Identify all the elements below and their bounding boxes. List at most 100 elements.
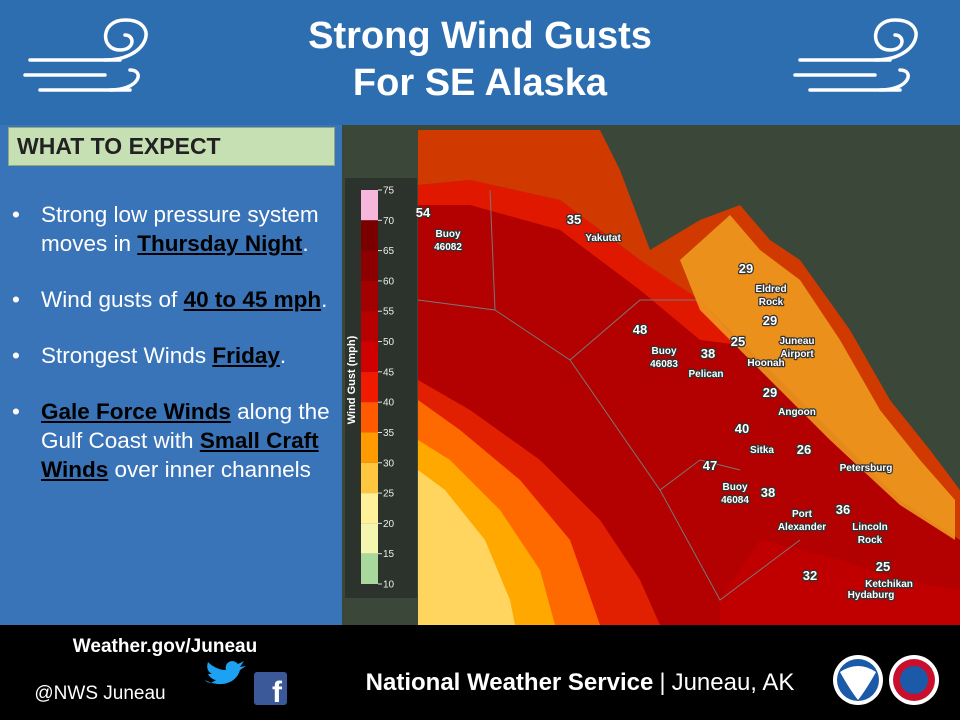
place-name: Hoonah — [747, 358, 784, 369]
bullet: Strongest Winds Friday. — [10, 341, 335, 370]
gust-value: 38 — [701, 346, 715, 361]
place-name: Airport — [780, 349, 814, 360]
gust-value: 47 — [703, 458, 717, 473]
gust-value: 29 — [739, 261, 753, 276]
agency-logos — [833, 655, 939, 705]
facebook-glyph: f — [272, 676, 283, 709]
legend-tick-label: 50 — [383, 337, 395, 348]
map-ocean — [417, 180, 960, 625]
place-name: Buoy — [723, 482, 748, 493]
place-name: Petersburg — [840, 463, 893, 474]
bullet: Strong low pressure system moves in Thur… — [10, 200, 335, 258]
nws-logo-inner — [900, 666, 928, 694]
place-name: Sitka — [750, 445, 774, 456]
legend-band — [361, 341, 378, 372]
footer-bg — [0, 625, 960, 720]
bullet-text: . — [302, 231, 309, 256]
emphasis: Small Craft Winds — [41, 428, 319, 482]
place-name: Rock — [759, 297, 784, 308]
legend-tick-label: 10 — [383, 580, 395, 591]
office: Juneau, AK — [672, 669, 795, 696]
legend-tick-label: 15 — [383, 549, 395, 560]
place-name: Ketchikan — [865, 579, 913, 590]
bullet-text: along the Gulf Coast with — [41, 399, 330, 453]
legend-band — [361, 553, 378, 584]
legend-tick-label: 35 — [383, 428, 395, 439]
emphasis: 40 to 45 mph — [183, 287, 322, 312]
gust-value: 38 — [761, 485, 775, 500]
bullet-text: . — [321, 287, 328, 312]
place-name: Lincoln — [852, 522, 888, 533]
map-coast — [418, 130, 960, 540]
place-name: 46084 — [721, 495, 749, 506]
map-labels: 54Buoy4608235Yakutat29EldredRock29Juneau… — [415, 204, 915, 603]
legend-band — [361, 190, 378, 221]
gust-value: 26 — [797, 442, 811, 457]
gust-value: 25 — [876, 559, 890, 574]
place-name: Hydaburg — [848, 590, 895, 601]
place-name: Juneau — [779, 336, 814, 347]
legend-tick-label: 70 — [383, 216, 395, 227]
title-line: Strong Wind Gusts — [308, 15, 652, 57]
gust-value: 29 — [763, 313, 777, 328]
gust-value: 48 — [633, 322, 647, 337]
legend-tick-label: 25 — [383, 489, 395, 500]
place-name: Buoy — [652, 346, 677, 357]
place-name: Angoon — [778, 407, 816, 418]
legend-label: Wind Gust (mph) — [346, 335, 358, 424]
gust-value: 40 — [735, 421, 749, 436]
website[interactable]: Weather.gov/Juneau — [73, 636, 257, 657]
bullet-text: Wind gusts of — [41, 287, 184, 312]
gust-value: 29 — [763, 385, 777, 400]
handle[interactable]: @NWS Juneau — [34, 683, 165, 704]
legend-tick-label: 20 — [383, 519, 395, 530]
bullet: Wind gusts of 40 to 45 mph. — [10, 285, 335, 314]
legend-band — [361, 371, 378, 403]
bullet-text: Strong low pressure system moves in — [41, 202, 319, 256]
legend-band — [361, 280, 378, 312]
place-name: 46083 — [650, 359, 678, 370]
legend-tick-label: 45 — [383, 367, 395, 378]
bullet-text: over inner channels — [108, 457, 311, 482]
bullet: Gale Force Winds along the Gulf Coast wi… — [10, 397, 335, 484]
twitter-icon[interactable] — [205, 661, 246, 685]
gust-value: 54 — [416, 205, 431, 220]
social-icons: f — [205, 661, 287, 709]
place-name: Yakutat — [585, 233, 621, 244]
legend-band — [361, 250, 378, 281]
emphasis: Friday — [212, 343, 280, 368]
place-name: Alexander — [778, 522, 826, 533]
legend-band — [361, 402, 378, 433]
place-name: Eldred — [755, 284, 786, 295]
header-bg — [0, 0, 960, 125]
agency: National Weather Service — [366, 669, 654, 696]
legend: 75 70 65 60 55 50 45 40 35 30 25 20 15 10 Wind Gust (m… — [345, 178, 417, 598]
legend-band — [361, 432, 378, 463]
legend-tick-label: 65 — [383, 246, 395, 257]
legend-tick-label: 60 — [383, 276, 395, 287]
gust-value: 25 — [731, 334, 745, 349]
place-name: Buoy — [436, 229, 461, 240]
bullet-list: Strong low pressure system moves in Thur… — [10, 200, 335, 511]
place-name: Port — [792, 509, 813, 520]
legend-band — [361, 523, 378, 554]
bullet-text: . — [279, 343, 287, 368]
legend-tick-label: 30 — [383, 458, 395, 469]
emphasis: Gale Force Winds — [41, 399, 231, 424]
legend-band — [361, 493, 378, 524]
gust-value: 36 — [836, 502, 850, 517]
facebook-icon[interactable] — [254, 672, 287, 705]
place-name: Rock — [858, 535, 883, 546]
emphasis: Thursday Night — [137, 231, 303, 256]
gust-value: 32 — [803, 568, 817, 583]
noaa-gull — [840, 666, 876, 700]
place-name: Pelican — [688, 369, 723, 380]
place-name: 46082 — [434, 242, 462, 253]
legend-tick-label: 55 — [383, 307, 395, 318]
wind-icons — [23, 18, 918, 92]
footer-credit: National Weather Service | Juneau, AK — [366, 669, 795, 696]
title-line: For SE Alaska — [353, 62, 608, 104]
legend-tick-label: 40 — [383, 398, 395, 409]
legend-tick-label: 75 — [383, 186, 395, 197]
